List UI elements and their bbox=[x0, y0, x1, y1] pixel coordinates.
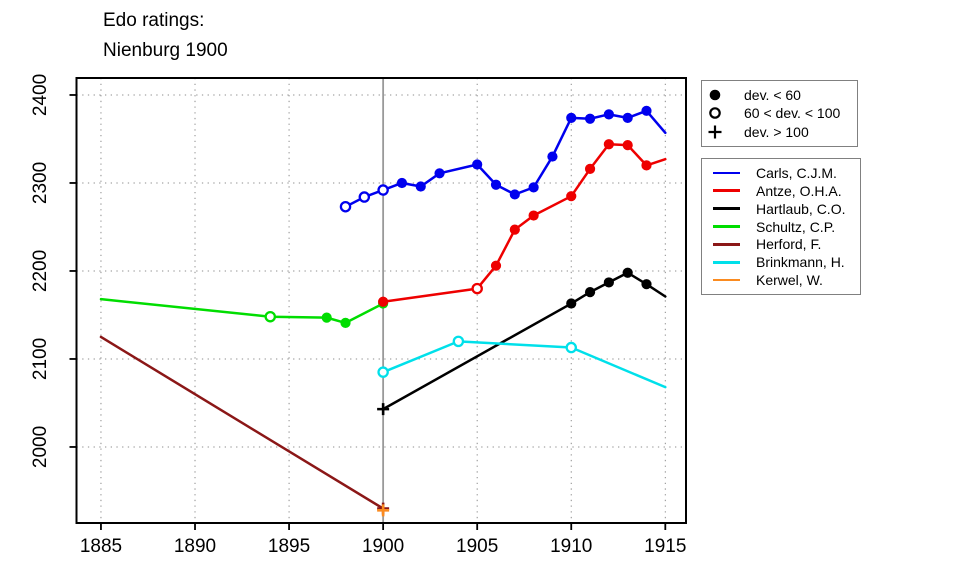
player-legend-label: Herford, F. bbox=[756, 236, 822, 253]
point-hartlaub-c-o-1900 bbox=[377, 403, 390, 416]
point-antze-o-h-a-1912 bbox=[603, 139, 614, 150]
point-carls-c-j-m-1907 bbox=[509, 189, 520, 200]
player-legend-item: Brinkmann, H. bbox=[706, 253, 860, 271]
player-legend-label: Kerwel, W. bbox=[756, 272, 823, 289]
point-antze-o-h-a-1907 bbox=[509, 224, 520, 235]
point-antze-o-h-a-1906 bbox=[490, 260, 502, 271]
marker-legend-item: dev. < 60 bbox=[706, 86, 857, 104]
series-color-swatch bbox=[713, 225, 740, 228]
player-legend-item: Carls, C.J.M. bbox=[706, 164, 860, 182]
point-hartlaub-c-o-1910 bbox=[566, 298, 577, 309]
player-legend-item: Herford, F. bbox=[706, 235, 860, 253]
point-schultz-c-p-1894 bbox=[264, 310, 277, 323]
point-kerwel-w-1900 bbox=[377, 504, 390, 517]
chart-title-line2: Nienburg 1900 bbox=[103, 40, 228, 61]
open-circle-icon bbox=[706, 106, 724, 120]
marker-legend-label: dev. < 60 bbox=[744, 87, 801, 104]
chart-title-line1: Edo ratings: bbox=[103, 10, 205, 31]
series-line-brinkmann-h bbox=[381, 340, 667, 389]
x-tick-label-1885: 1885 bbox=[80, 536, 122, 557]
series-color-swatch bbox=[713, 189, 740, 193]
marker-legend-item: 60 < dev. < 100 bbox=[706, 104, 857, 122]
point-brinkmann-h-1900 bbox=[377, 366, 389, 378]
point-antze-o-h-a-1914 bbox=[641, 160, 652, 171]
filled-circle-icon bbox=[706, 88, 724, 102]
marker-legend-item: dev. > 100 bbox=[706, 123, 857, 141]
player-legend-label: Hartlaub, C.O. bbox=[756, 200, 846, 217]
point-schultz-c-p-1897 bbox=[321, 312, 332, 323]
point-brinkmann-h-1910 bbox=[565, 341, 577, 354]
point-hartlaub-c-o-1913 bbox=[622, 267, 633, 278]
plus-icon bbox=[706, 125, 724, 139]
point-antze-o-h-a-1908 bbox=[528, 210, 539, 221]
player-legend-item: Antze, O.H.A. bbox=[706, 182, 860, 200]
marker-legend-label: dev. > 100 bbox=[744, 123, 809, 140]
point-hartlaub-c-o-1912 bbox=[603, 277, 614, 288]
point-antze-o-h-a-1910 bbox=[566, 191, 577, 202]
player-legend-label: Schultz, C.P. bbox=[756, 218, 836, 235]
point-carls-c-j-m-1902 bbox=[415, 181, 426, 192]
player-legend-label: Carls, C.J.M. bbox=[756, 164, 837, 181]
point-carls-c-j-m-1906 bbox=[490, 179, 502, 190]
series-line-hartlaub-c-o bbox=[381, 271, 667, 411]
point-carls-c-j-m-1912 bbox=[603, 109, 614, 120]
series-line-herford-f bbox=[99, 335, 385, 510]
point-antze-o-h-a-1913 bbox=[622, 140, 633, 151]
point-hartlaub-c-o-1911 bbox=[584, 286, 596, 298]
series-line-carls-c-j-m bbox=[344, 109, 667, 208]
point-carls-c-j-m-1903 bbox=[434, 168, 445, 179]
marker-legend: dev. < 60 60 < dev. < 100 dev. > 100 bbox=[701, 80, 858, 147]
point-carls-c-j-m-1908 bbox=[528, 182, 539, 193]
x-tick-label-1910: 1910 bbox=[550, 536, 592, 557]
point-brinkmann-h-1904 bbox=[452, 335, 465, 348]
point-antze-o-h-a-1911 bbox=[584, 163, 596, 175]
y-tick-label-2100: 2100 bbox=[30, 338, 51, 380]
x-tick-label-1915: 1915 bbox=[644, 536, 686, 557]
y-tick-label-2200: 2200 bbox=[30, 250, 51, 292]
series-line-schultz-c-p bbox=[99, 297, 385, 325]
y-tick-label-2400: 2400 bbox=[30, 74, 51, 116]
point-carls-c-j-m-1898 bbox=[339, 200, 352, 213]
point-schultz-c-p-1898 bbox=[340, 317, 351, 328]
x-tick-label-1900: 1900 bbox=[362, 536, 404, 557]
x-tick-label-1895: 1895 bbox=[268, 536, 310, 557]
point-hartlaub-c-o-1914 bbox=[641, 279, 652, 290]
point-carls-c-j-m-1909 bbox=[547, 151, 558, 162]
point-antze-o-h-a-1905 bbox=[471, 282, 483, 295]
player-legend-label: Brinkmann, H. bbox=[756, 254, 845, 271]
marker-legend-label: 60 < dev. < 100 bbox=[744, 105, 841, 122]
player-legend-item: Schultz, C.P. bbox=[706, 218, 860, 236]
player-legend-item: Hartlaub, C.O. bbox=[706, 200, 860, 218]
series-color-swatch bbox=[713, 260, 740, 264]
y-tick-label-2000: 2000 bbox=[30, 426, 51, 468]
plot-border bbox=[75, 77, 687, 524]
chart-title: Edo ratings: Nienburg 1900 bbox=[103, 6, 228, 66]
player-legend: Carls, C.J.M. Antze, O.H.A. Hartlaub, C.… bbox=[701, 158, 861, 295]
point-carls-c-j-m-1913 bbox=[622, 112, 633, 123]
point-carls-c-j-m-1901 bbox=[396, 177, 408, 189]
point-carls-c-j-m-1905 bbox=[472, 159, 483, 170]
series-color-swatch bbox=[713, 243, 740, 246]
point-carls-c-j-m-1911 bbox=[584, 113, 596, 124]
series-line-antze-o-h-a bbox=[381, 143, 667, 304]
y-tick-label-2300: 2300 bbox=[30, 162, 51, 204]
point-carls-c-j-m-1899 bbox=[358, 191, 371, 203]
series-color-swatch bbox=[713, 207, 740, 210]
point-carls-c-j-m-1900 bbox=[377, 184, 389, 196]
series-color-swatch bbox=[713, 278, 740, 282]
point-carls-c-j-m-1914 bbox=[641, 105, 652, 116]
player-legend-label: Antze, O.H.A. bbox=[756, 182, 842, 199]
point-antze-o-h-a-1900 bbox=[378, 296, 389, 307]
player-legend-item: Kerwel, W. bbox=[706, 271, 860, 289]
x-tick-label-1905: 1905 bbox=[456, 536, 498, 557]
x-tick-label-1890: 1890 bbox=[174, 536, 216, 557]
point-carls-c-j-m-1910 bbox=[566, 112, 577, 123]
series-color-swatch bbox=[713, 171, 740, 175]
